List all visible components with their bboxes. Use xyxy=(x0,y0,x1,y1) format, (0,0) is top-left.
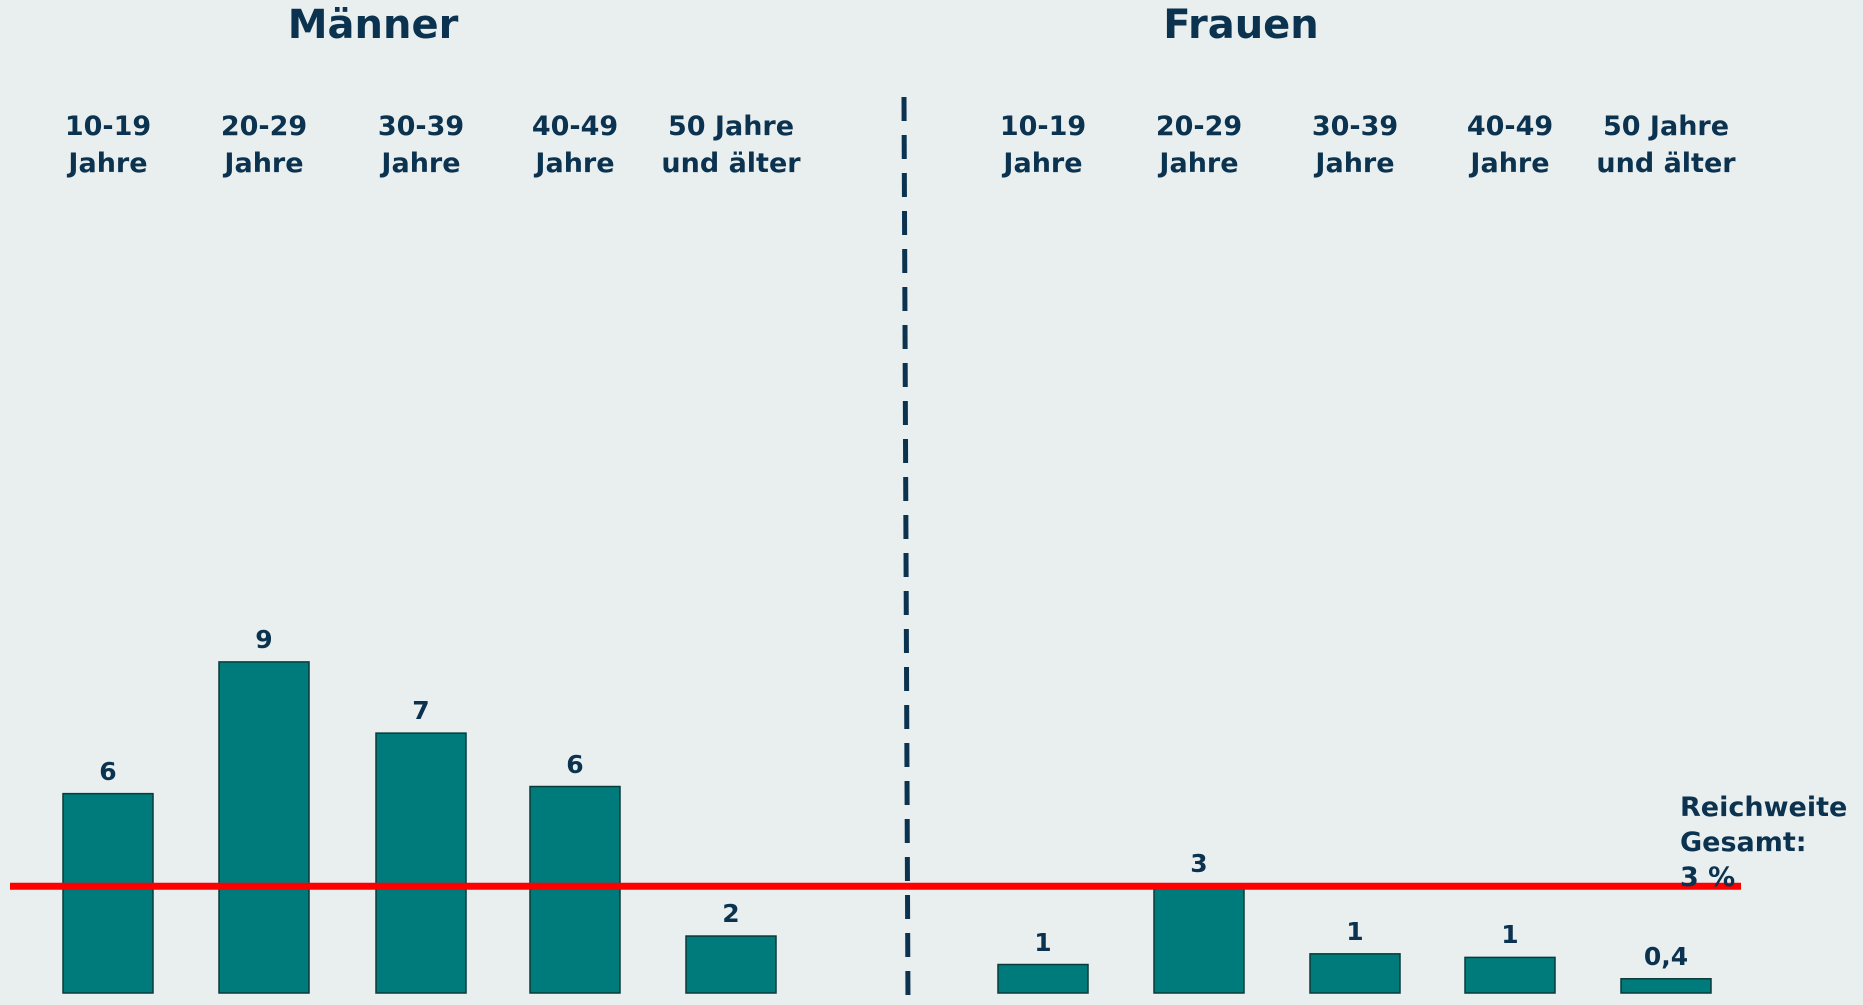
bar xyxy=(1309,953,1401,994)
value-label: 0,4 xyxy=(1643,941,1689,971)
value-label: 6 xyxy=(99,756,117,786)
divider xyxy=(901,96,911,1005)
value-label: 7 xyxy=(412,696,430,726)
value-label: 1 xyxy=(1034,927,1052,957)
x-tick-label: 30-39 Jahre xyxy=(377,111,465,179)
value-label: 6 xyxy=(566,749,584,779)
x-tick-label: 20-29 Jahre xyxy=(1155,111,1243,179)
value-label: 1 xyxy=(1501,920,1519,950)
bar xyxy=(62,792,154,994)
x-tick-label: 50 Jahre und älter xyxy=(1596,111,1736,179)
x-tick-label: 50 Jahre und älter xyxy=(661,111,801,179)
x-tick-label: 40-49 Jahre xyxy=(1466,111,1554,179)
value-label: 9 xyxy=(255,624,273,654)
x-tick-label: 40-49 Jahre xyxy=(531,111,619,179)
bar xyxy=(1464,956,1556,994)
value-label: 3 xyxy=(1190,849,1208,879)
bar xyxy=(685,935,777,994)
bar xyxy=(218,661,310,994)
bar xyxy=(529,785,621,994)
value-label: 2 xyxy=(722,899,740,929)
x-tick-label: 10-19 Jahre xyxy=(64,111,152,179)
reference-label: Reichweite Gesamt: 3 % xyxy=(1680,792,1848,893)
x-tick-label: 20-29 Jahre xyxy=(220,111,308,179)
x-tick-label: 30-39 Jahre xyxy=(1311,111,1399,179)
value-label: 1 xyxy=(1346,916,1364,946)
panel-title: Frauen xyxy=(1163,2,1319,48)
panel-title: Männer xyxy=(287,2,459,48)
x-tick-label: 10-19 Jahre xyxy=(999,111,1087,179)
bar xyxy=(1153,885,1245,994)
bar xyxy=(1620,978,1712,994)
bar xyxy=(375,732,467,994)
bar xyxy=(997,963,1089,994)
